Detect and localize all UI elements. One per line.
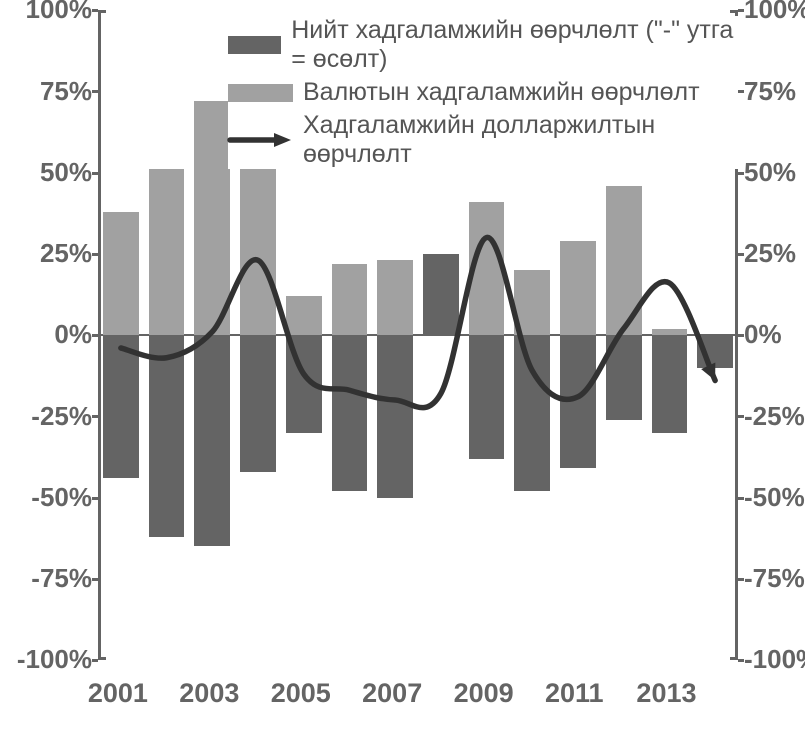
x-tick-label: 2007	[362, 678, 422, 709]
y-tick-left: -25%	[31, 401, 92, 432]
y-tick-right: -75%	[744, 563, 805, 594]
y-tick-right: 0%	[744, 319, 782, 350]
y-tick-right: -50%	[744, 482, 805, 513]
legend-swatch	[228, 84, 293, 102]
legend-item: Валютын хадгаламжийн өөрчлөлт	[228, 78, 738, 107]
x-tick-label: 2009	[454, 678, 514, 709]
plot-area: 2001200320052007200920112013 Нийт хадгал…	[98, 10, 738, 660]
y-tick-right: 100%	[744, 0, 805, 25]
y-tick-right: 50%	[744, 157, 796, 188]
x-tick-label: 2005	[271, 678, 331, 709]
x-tick-label: 2013	[636, 678, 696, 709]
deposits-change-chart: 100% 75% 50% 25% 0% -25% -50% -75% -100% 100% 75%…	[0, 0, 805, 729]
legend-item: Хадгаламжийн долларжилтын өөрчлөлт	[228, 111, 738, 169]
legend: Нийт хадгаламжийн өөрчлөлт ("-" утга = ө…	[228, 16, 738, 169]
legend-label: Валютын хадгаламжийн өөрчлөлт	[303, 78, 700, 107]
legend-swatch	[228, 36, 281, 54]
y-tick-right: -100%	[744, 644, 805, 675]
legend-label: Хадгаламжийн долларжилтын өөрчлөлт	[303, 111, 738, 169]
y-tick-left: 25%	[40, 238, 92, 269]
y-tick-right: 75%	[744, 76, 796, 107]
legend-label: Нийт хадгаламжийн өөрчлөлт ("-" утга = ө…	[291, 16, 738, 74]
x-tick-label: 2001	[88, 678, 148, 709]
y-tick-left: -50%	[31, 482, 92, 513]
legend-item: Нийт хадгаламжийн өөрчлөлт ("-" утга = ө…	[228, 16, 738, 74]
x-tick-label: 2003	[179, 678, 239, 709]
legend-line-swatch	[228, 131, 293, 149]
y-tick-left: 100%	[26, 0, 93, 25]
y-tick-left: 75%	[40, 76, 92, 107]
y-tick-right: -25%	[744, 401, 805, 432]
x-tick-label: 2011	[545, 678, 604, 709]
y-tick-left: -75%	[31, 563, 92, 594]
y-tick-left: 0%	[54, 319, 92, 350]
y-tick-left: -100%	[17, 644, 92, 675]
y-tick-right: 25%	[744, 238, 796, 269]
y-tick-left: 50%	[40, 157, 92, 188]
